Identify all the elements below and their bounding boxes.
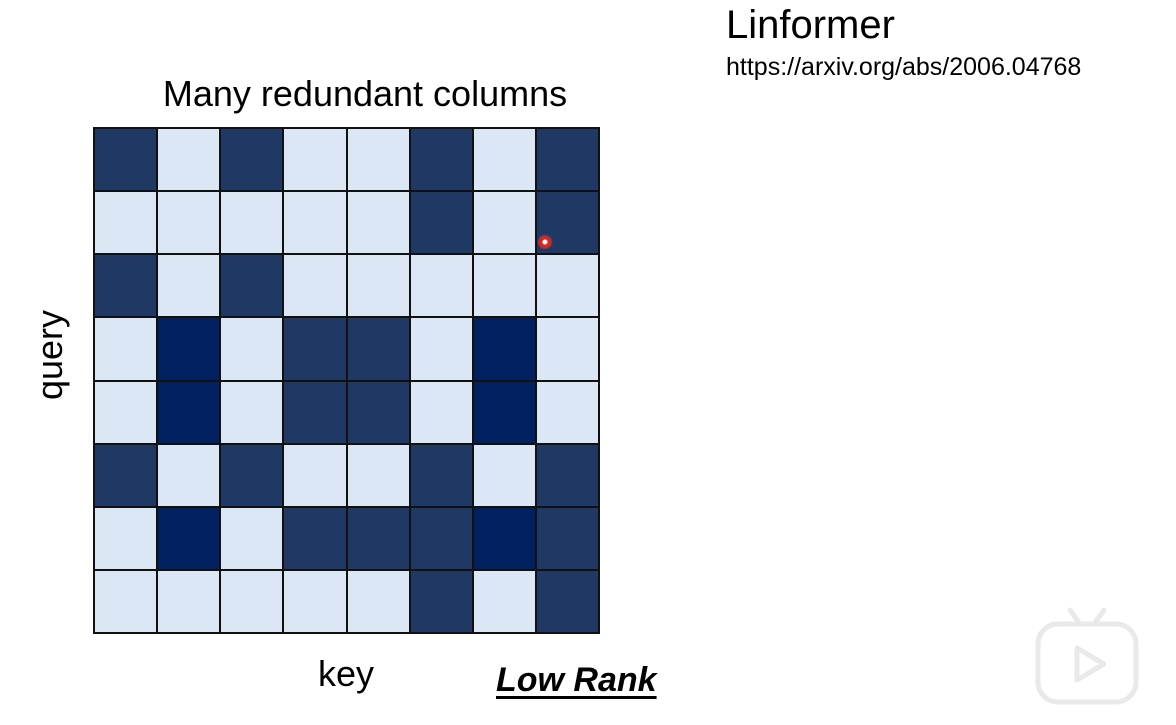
matrix-cell xyxy=(347,570,409,632)
matrix-cell xyxy=(158,255,220,317)
matrix-cell xyxy=(95,444,157,506)
matrix-cell xyxy=(473,129,535,191)
matrix-cell xyxy=(158,129,220,191)
matrix-cell xyxy=(284,570,346,632)
matrix-cell xyxy=(410,570,472,632)
matrix-cell xyxy=(221,192,283,254)
matrix-cell xyxy=(410,255,472,317)
y-axis-label: query xyxy=(28,255,72,455)
matrix-cell xyxy=(410,129,472,191)
matrix-cell xyxy=(536,444,598,506)
matrix-cell xyxy=(347,507,409,569)
matrix-cell xyxy=(284,507,346,569)
matrix-cell xyxy=(473,381,535,443)
matrix-cell xyxy=(95,381,157,443)
matrix-cell xyxy=(158,507,220,569)
matrix-cell xyxy=(95,129,157,191)
paper-url[interactable]: https://arxiv.org/abs/2006.04768 xyxy=(726,53,1082,81)
matrix-cell xyxy=(95,192,157,254)
matrix-cell xyxy=(284,381,346,443)
matrix-cell xyxy=(221,381,283,443)
matrix-cell xyxy=(473,192,535,254)
y-axis-label-text: query xyxy=(29,309,70,401)
matrix-cell xyxy=(158,444,220,506)
matrix-cell xyxy=(347,444,409,506)
matrix-cell xyxy=(158,318,220,380)
matrix-cell xyxy=(221,444,283,506)
x-axis-label: key xyxy=(317,653,375,694)
paper-title: Linformer xyxy=(726,3,895,47)
matrix-cell xyxy=(158,570,220,632)
matrix-cell xyxy=(536,318,598,380)
matrix-cell xyxy=(410,507,472,569)
low-rank-caption: Low Rank xyxy=(496,661,657,699)
matrix-cell xyxy=(284,318,346,380)
matrix-cell xyxy=(347,255,409,317)
matrix-cell xyxy=(221,318,283,380)
matrix-cell xyxy=(158,192,220,254)
matrix-cell xyxy=(473,507,535,569)
matrix-cell xyxy=(473,255,535,317)
matrix-cell xyxy=(536,570,598,632)
matrix-cell xyxy=(410,318,472,380)
matrix-cell xyxy=(473,570,535,632)
matrix-cell xyxy=(284,444,346,506)
diagram-title: Many redundant columns xyxy=(162,73,568,114)
matrix-cell xyxy=(536,255,598,317)
matrix-cell xyxy=(95,570,157,632)
matrix-cell xyxy=(410,444,472,506)
matrix-cell xyxy=(221,570,283,632)
matrix-cell xyxy=(95,255,157,317)
matrix-cell xyxy=(158,381,220,443)
matrix-cell xyxy=(347,318,409,380)
video-player-logo-icon[interactable] xyxy=(1034,604,1140,708)
matrix-cell xyxy=(221,255,283,317)
matrix-cell xyxy=(284,192,346,254)
matrix-cell xyxy=(347,129,409,191)
matrix-cell xyxy=(473,444,535,506)
matrix-cell xyxy=(473,318,535,380)
cursor-dot-icon xyxy=(537,234,553,250)
matrix-cell xyxy=(536,507,598,569)
matrix-cell xyxy=(410,381,472,443)
attention-matrix-grid xyxy=(93,127,600,634)
matrix-cell xyxy=(410,192,472,254)
matrix-cell xyxy=(284,129,346,191)
matrix-cell xyxy=(536,129,598,191)
matrix-cell xyxy=(221,129,283,191)
matrix-cell xyxy=(221,507,283,569)
matrix-cell xyxy=(284,255,346,317)
matrix-cell xyxy=(536,381,598,443)
matrix-cell xyxy=(347,192,409,254)
matrix-cell xyxy=(347,381,409,443)
matrix-cell xyxy=(95,318,157,380)
matrix-cell xyxy=(95,507,157,569)
